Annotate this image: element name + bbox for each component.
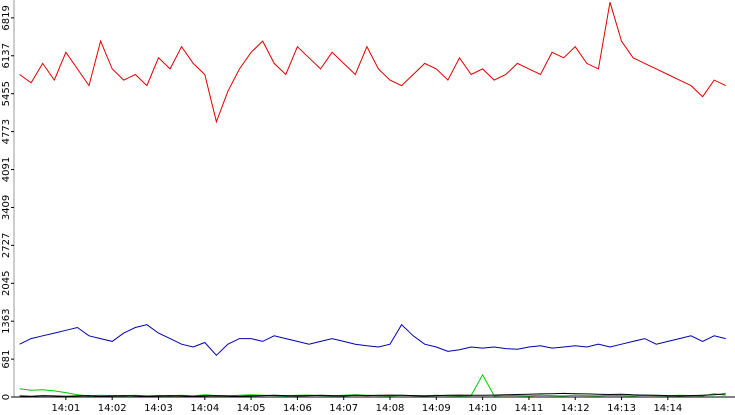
x-tick-label: 14:14 bbox=[653, 403, 682, 414]
y-tick-label: 6819 bbox=[1, 5, 12, 30]
x-tick-label: 14:09 bbox=[422, 403, 451, 414]
x-tick-label: 14:10 bbox=[468, 403, 497, 414]
x-tick-label: 14:01 bbox=[51, 403, 80, 414]
series-line bbox=[19, 373, 726, 397]
y-tick-label: 681 bbox=[1, 350, 12, 369]
x-tick-label: 14:02 bbox=[98, 403, 127, 414]
series-line bbox=[19, 392, 726, 397]
series-line bbox=[19, 323, 726, 357]
x-tick-label: 14:07 bbox=[329, 403, 358, 414]
y-tick-label: 4773 bbox=[1, 119, 12, 144]
y-tick-label: 5455 bbox=[1, 81, 12, 106]
series-line bbox=[19, 2, 726, 124]
x-tick-label: 14:08 bbox=[376, 403, 405, 414]
x-tick-label: 14:04 bbox=[190, 403, 219, 414]
y-tick-label: 3409 bbox=[1, 195, 12, 220]
y-tick-label: 2727 bbox=[1, 233, 12, 258]
y-tick-label: 1363 bbox=[1, 308, 12, 333]
x-tick-label: 14:05 bbox=[237, 403, 266, 414]
y-tick-label: 0 bbox=[1, 394, 12, 400]
y-tick-label: 2045 bbox=[1, 271, 12, 296]
x-tick-label: 14:11 bbox=[515, 403, 544, 414]
y-tick-label: 4091 bbox=[1, 157, 12, 182]
x-tick-label: 14:03 bbox=[144, 403, 173, 414]
x-tick-label: 14:06 bbox=[283, 403, 312, 414]
y-tick-label: 6137 bbox=[1, 43, 12, 68]
x-tick-label: 14:12 bbox=[561, 403, 590, 414]
x-tick-label: 14:13 bbox=[607, 403, 636, 414]
